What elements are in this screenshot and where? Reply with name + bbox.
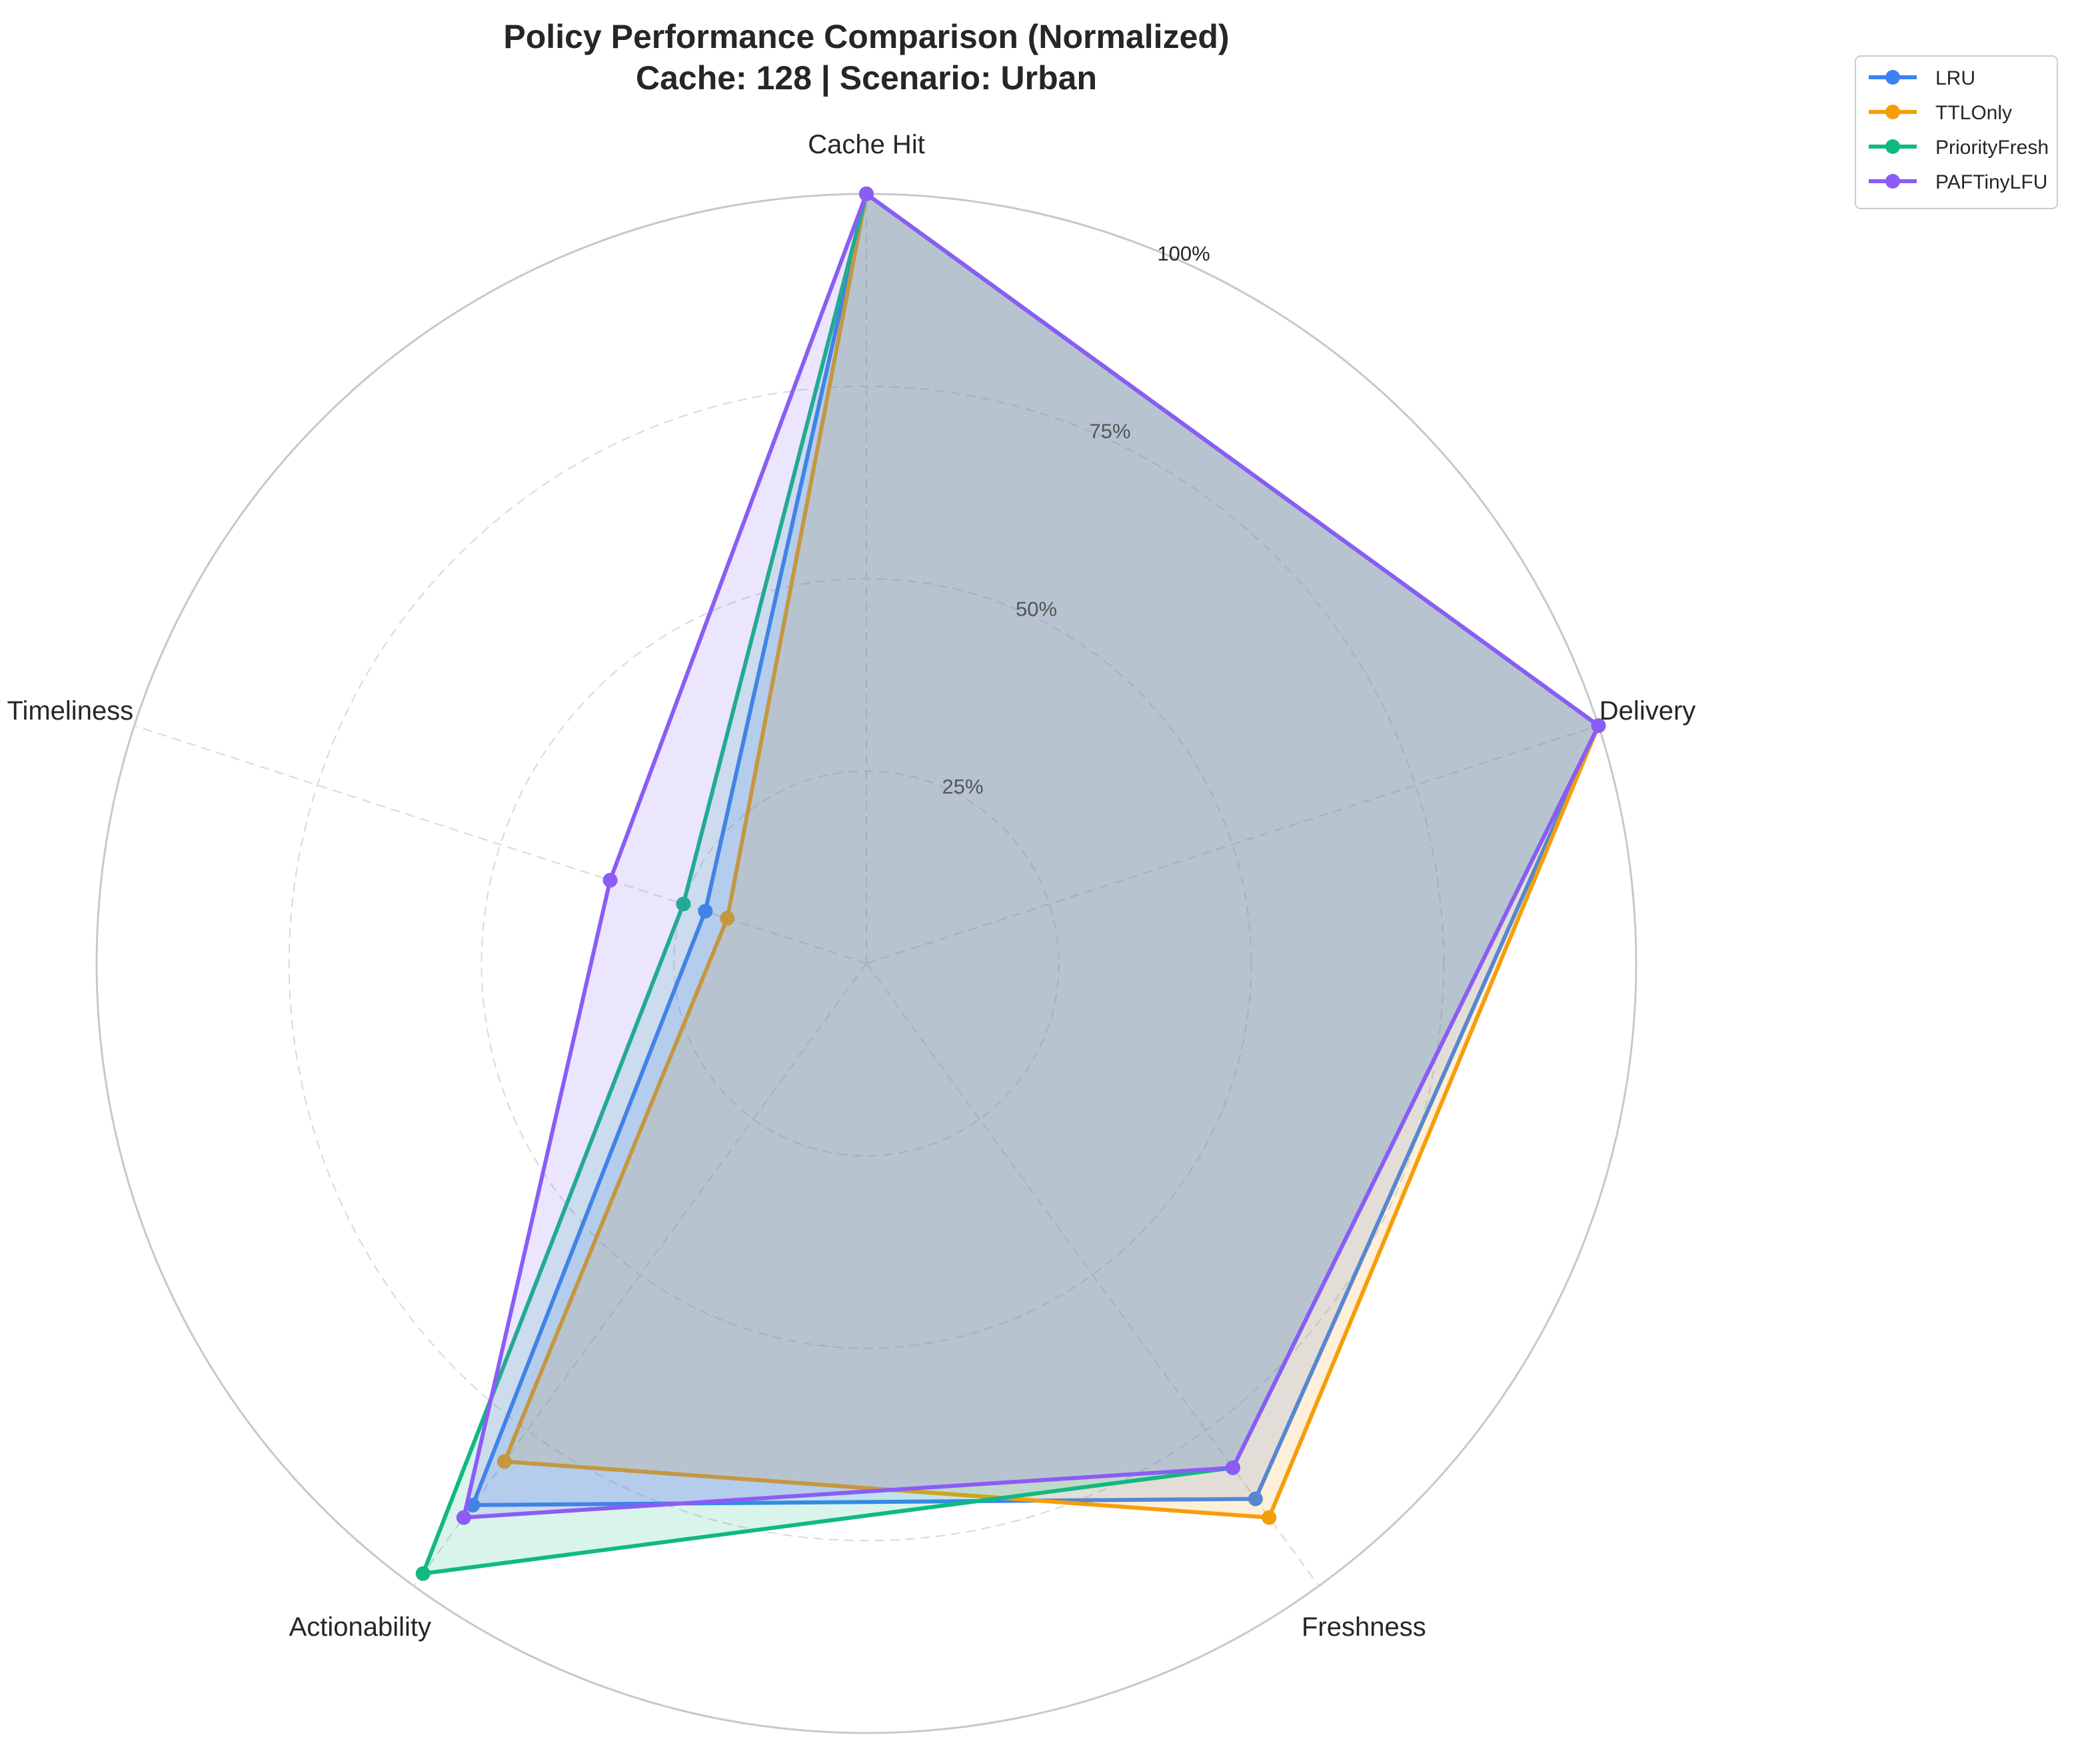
legend-label-priorityfresh: PriorityFresh <box>1935 137 2049 159</box>
legend-items: LRU TTLOnly PriorityFresh PAFTinyLFU <box>1869 67 2049 193</box>
legend-marker-paftinylfu <box>1885 174 1900 189</box>
legend-frame <box>1855 55 2058 209</box>
data-point-lru-timeliness <box>698 903 713 919</box>
spoke-timeliness <box>134 725 867 964</box>
chart-title: Policy Performance Comparison (Normalize… <box>503 18 1229 55</box>
data-point-priorityfresh-actionability <box>415 1566 431 1581</box>
data-point-paftinylfu-delivery <box>1591 718 1606 734</box>
radial-tick-label-100: 100% <box>1157 242 1210 265</box>
data-point-paftinylfu-freshness <box>1225 1460 1240 1475</box>
legend-marker-priorityfresh <box>1885 139 1900 154</box>
legend-label-ttlonly: TTLOnly <box>1935 102 2012 124</box>
radial-tick-label-25: 25% <box>942 775 983 798</box>
radial-tick-label-50: 50% <box>1016 597 1057 620</box>
series-layer <box>415 187 1606 1581</box>
data-point-ttlonly-timeliness <box>720 911 735 926</box>
data-point-lru-freshness <box>1248 1491 1263 1506</box>
category-label-actionability: Actionability <box>289 1612 431 1642</box>
legend-label-paftinylfu: PAFTinyLFU <box>1935 171 2047 193</box>
legend-marker-lru <box>1885 70 1900 85</box>
series-fill-ttlonly <box>504 194 1599 1518</box>
data-point-paftinylfu-timeliness <box>602 873 618 888</box>
data-point-paftinylfu-cache-hit <box>859 187 874 201</box>
legend: LRU TTLOnly PriorityFresh PAFTinyLFU <box>1855 55 2058 209</box>
chart-subtitle: Cache: 128 | Scenario: Urban <box>636 59 1097 97</box>
grid-circle-75 <box>288 385 1445 1542</box>
series-fill-paftinylfu <box>463 194 1599 1518</box>
legend-item-lru: LRU <box>1869 67 1975 89</box>
category-labels: Cache Hit Delivery Freshness Actionability T… <box>7 130 1696 1642</box>
data-point-paftinylfu-actionability <box>456 1510 471 1525</box>
category-label-timeliness: Timeliness <box>7 696 134 726</box>
legend-marker-ttlonly <box>1885 105 1900 119</box>
legend-item-priorityfresh: PriorityFresh <box>1869 137 2049 159</box>
series-paftinylfu <box>456 187 1606 1525</box>
series-fill-priorityfresh <box>423 194 1599 1574</box>
radial-tick-label-75: 75% <box>1089 420 1130 443</box>
series-line-paftinylfu <box>461 192 1601 1520</box>
radial-grid <box>95 193 1637 1734</box>
spoke-delivery <box>866 725 1599 964</box>
data-point-priorityfresh-timeliness <box>676 896 691 911</box>
data-point-ttlonly-actionability <box>497 1454 512 1469</box>
category-label-delivery: Delivery <box>1599 696 1695 726</box>
legend-item-ttlonly: TTLOnly <box>1869 102 2012 124</box>
category-label-cache-hit: Cache Hit <box>808 130 925 159</box>
legend-label-lru: LRU <box>1935 67 1975 89</box>
legend-item-paftinylfu: PAFTinyLFU <box>1869 171 2047 193</box>
radial-tick-labels: 25% 50% 75% 100% <box>942 242 1210 798</box>
spoke-actionability <box>413 963 867 1587</box>
data-point-ttlonly-freshness <box>1262 1510 1277 1525</box>
spoke-freshness <box>866 963 1320 1587</box>
category-label-freshness: Freshness <box>1302 1612 1426 1642</box>
